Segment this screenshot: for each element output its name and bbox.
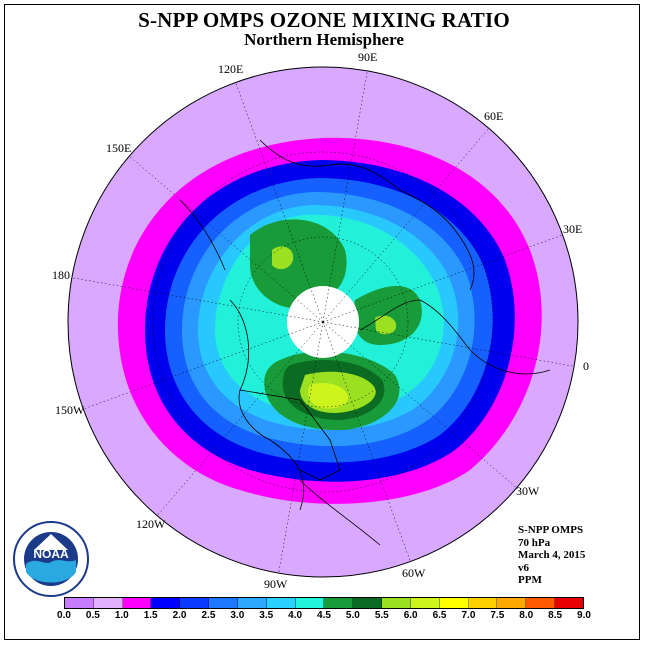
noaa-logo: NOAA: [12, 520, 90, 598]
colorbar-tick-label: 7.5: [490, 610, 505, 621]
ozone-band-5.5-nw: [272, 246, 294, 270]
colorbar-segment: [237, 598, 267, 608]
map-frame: [4, 4, 640, 640]
colorbar-segment: [93, 598, 123, 608]
colorbar-segment: [65, 598, 94, 608]
colorbar: [64, 597, 584, 609]
lon-label-60e: 60E: [484, 109, 503, 123]
colorbar-segment: [324, 598, 354, 608]
colorbar-tick-label: 3.0: [230, 610, 245, 621]
colorbar-segment: [555, 598, 583, 608]
colorbar-tick-label: 2.5: [201, 610, 216, 621]
colorbar-segment: [382, 598, 411, 608]
ozone-band-5.5-e: [375, 315, 397, 335]
pressure-level: 70 hPa: [518, 536, 551, 549]
colorbar-tick-label: 5.0: [345, 610, 360, 621]
units-label: PPM: [518, 574, 542, 586]
colorbar-segment: [497, 598, 527, 608]
colorbar-segment: [151, 598, 181, 608]
colorbar-tick-label: 0.5: [85, 610, 100, 621]
colorbar-segment: [266, 598, 296, 608]
colorbar-segment: [468, 598, 498, 608]
metadata-panel: S-NPP OMPS 70 hPa March 4, 2015 v6 PPM: [518, 524, 585, 587]
product-version: v6: [518, 561, 529, 574]
lon-label-90w: 90W: [264, 577, 288, 591]
colorbar-tick-label: 8.5: [548, 610, 563, 621]
colorbar-segment: [410, 598, 440, 608]
colorbar-segment: [439, 598, 469, 608]
colorbar-tick-label: 1.0: [114, 610, 129, 621]
map-title: S-NPP OMPS OZONE MIXING RATIO: [138, 8, 510, 32]
colorbar-segment: [209, 598, 238, 608]
map-border: [67, 66, 579, 578]
colorbar-tick-label: 1.5: [143, 610, 158, 621]
noaa-logo-text: NOAA: [33, 547, 69, 561]
observation-date: March 4, 2015: [518, 549, 586, 561]
lon-label-0: 0: [583, 359, 589, 373]
colorbar-segment: [353, 598, 383, 608]
colorbar-tick-label: 0.0: [57, 610, 71, 621]
lon-label-120w: 120W: [136, 517, 166, 531]
lon-label-180: 180: [52, 268, 70, 282]
colorbar-tick-label: 8.0: [519, 610, 534, 621]
colorbar-tick-label: 2.0: [172, 610, 187, 621]
colorbar-tick-label: 3.5: [259, 610, 274, 621]
graticule: [68, 67, 578, 577]
colorbar-segment: [295, 598, 325, 608]
colorbar-ticks: 0.0 0.5 1.0 1.5 2.0 2.5 3.0 3.5 4.0 4.5 5.0 5.5 6.0 6…: [0, 610, 648, 626]
lon-label-30w: 30W: [516, 484, 540, 498]
coastlines: [179, 139, 551, 546]
ozone-band-6.0: [308, 383, 349, 409]
map-subtitle: Northern Hemisphere: [244, 30, 404, 49]
lon-label-90e: 90E: [358, 50, 377, 64]
colorbar-tick-label: 5.5: [374, 610, 389, 621]
colorbar-tick-label: 4.5: [317, 610, 331, 621]
colorbar-tick-label: 9.0: [577, 610, 591, 621]
lon-label-120e: 120E: [218, 62, 243, 76]
lon-label-30e: 30E: [563, 222, 582, 236]
colorbar-tick-label: 6.5: [432, 610, 447, 621]
instrument-label: S-NPP OMPS: [518, 524, 584, 536]
lon-label-150e: 150E: [106, 141, 131, 155]
colorbar-segment: [122, 598, 152, 608]
lon-label-150w: 150W: [55, 403, 85, 417]
colorbar-segment: [526, 598, 556, 608]
lon-label-60w: 60W: [402, 566, 426, 580]
colorbar-tick-label: 4.0: [288, 610, 303, 621]
colorbar-segment: [180, 598, 210, 608]
colorbar-tick-label: 7.0: [461, 610, 476, 621]
colorbar-tick-label: 6.0: [403, 610, 418, 621]
